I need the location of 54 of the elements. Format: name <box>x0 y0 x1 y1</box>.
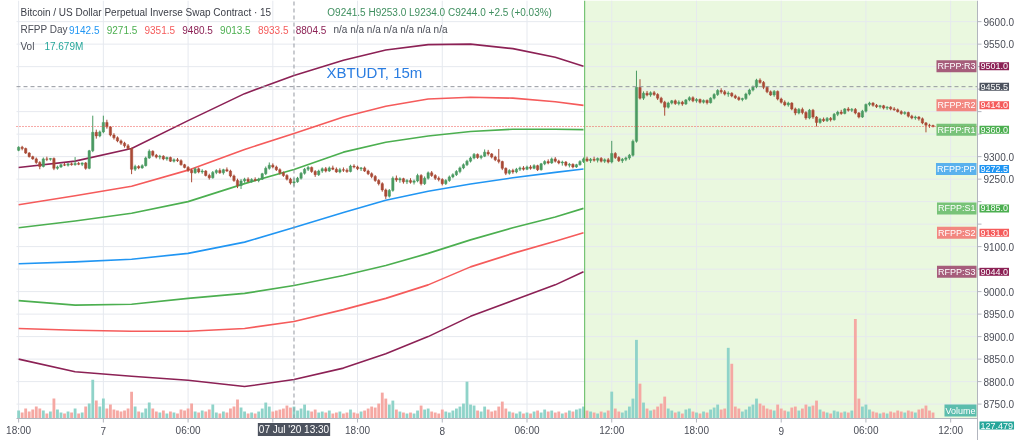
x-tick-label: 18:00 <box>6 425 32 436</box>
y-tick-label: 8800.0 <box>983 376 1015 388</box>
x-tick-label: 06:00 <box>175 425 202 436</box>
text: 9131.0 <box>980 227 1009 238</box>
y-tick-label: 9250.0 <box>983 174 1015 186</box>
annotation: 8804.5 <box>295 24 327 36</box>
annotation: 9142.5 <box>68 24 100 36</box>
legend-label: RFPP:R3 <box>937 61 976 72</box>
legend-label: RFPP:R1 <box>937 124 976 135</box>
legend-label: RFPP:S3 <box>937 266 976 277</box>
chart-title: Vol <box>20 41 35 52</box>
annotation: O9241.5 H9253.0 L9234.0 C9244.0 +2.5 (+0.03%) <box>327 7 552 18</box>
y-axis-title: Volume <box>945 405 976 416</box>
y-tick-label: 9300.0 <box>983 151 1015 163</box>
x-tick-label: 12:00 <box>938 425 964 436</box>
legend-label: RFPP:R2 <box>937 100 976 111</box>
annotation: 9351.5 <box>144 24 176 36</box>
legend-label: RFPP:PP <box>936 164 976 174</box>
ref-line-label: 07 Jul '20 13:30 <box>258 424 330 435</box>
annotation: 8933.5 <box>257 24 289 36</box>
x-tick-label: 12:00 <box>599 425 625 436</box>
text: 9272.5 <box>980 164 1009 174</box>
annotation: XBTUDT, 15m <box>326 64 423 81</box>
annotation: n/a n/a n/a n/a n/a n/a n/a <box>333 24 448 35</box>
text: 9185.0 <box>980 203 1009 214</box>
text: 9360.0 <box>980 124 1009 135</box>
y-tick-label: 9100.0 <box>983 241 1015 253</box>
x-tick-label: 06:00 <box>514 425 540 436</box>
x-tick-label: 18:00 <box>345 425 371 436</box>
y-tick-label: 8750.0 <box>983 399 1015 411</box>
text: Bitcoin / US Dollar Perpetual Inverse Swap Contract · 15 <box>20 7 272 18</box>
legend-label: RFPP:S1 <box>937 203 976 214</box>
annotation: 9013.5 <box>220 24 252 36</box>
y-tick-label: 9550.0 <box>983 39 1015 51</box>
annotation: 17.679M <box>44 41 84 52</box>
y-tick-label: 9600.0 <box>983 16 1015 28</box>
x-tick-label: 8 <box>439 425 446 437</box>
annotation: 9271.5 <box>106 24 138 36</box>
annotation: 9480.5 <box>182 24 214 36</box>
x-tick-label: 06:00 <box>853 425 879 436</box>
y-tick-label: 8900.0 <box>983 331 1015 343</box>
y-tick-label: 9000.0 <box>983 286 1015 298</box>
x-tick-label: 9 <box>778 425 785 437</box>
annotation: RFPP Day <box>20 24 68 35</box>
y-tick-label: 8950.0 <box>983 309 1015 321</box>
x-tick-label: 18:00 <box>683 425 710 436</box>
y-tick-label: 8850.0 <box>983 354 1015 366</box>
text: 9501.0 <box>980 61 1009 72</box>
text: 9044.0 <box>980 266 1009 277</box>
ref-line-label: 9455.5 <box>980 81 1009 92</box>
text: 127.479 <box>980 420 1014 431</box>
x-tick-label: 7 <box>100 425 107 437</box>
legend-label: RFPP:S2 <box>937 227 976 238</box>
text: 9414.0 <box>980 100 1009 111</box>
